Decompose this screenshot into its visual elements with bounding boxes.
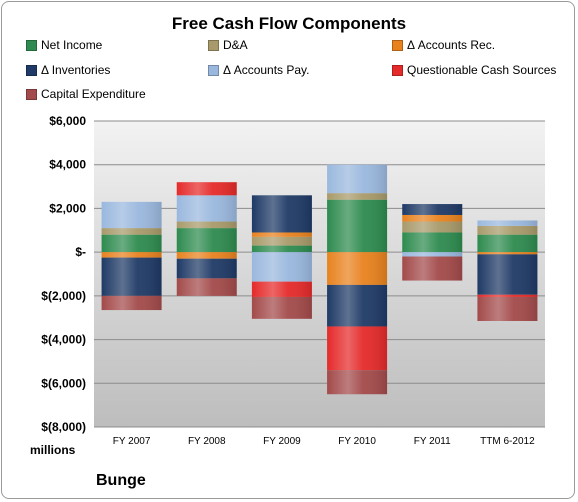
bar-segment-highlight xyxy=(477,234,538,253)
legend-label: Net Income xyxy=(41,38,103,52)
bar-segment-highlight xyxy=(327,252,388,285)
legend-item-net-income: Net Income xyxy=(26,38,102,52)
y-tick-label: $(6,000) xyxy=(41,376,86,390)
bar-segment-highlight xyxy=(176,195,237,222)
x-axis-ticks: FY 2007 FY 2008 FY 2009 FY 2010 FY 2011 TTM 6… xyxy=(113,436,535,447)
bar-segment-highlight xyxy=(251,236,312,246)
bar-stack xyxy=(402,204,463,281)
legend-item-capital-expenditure: Capital Expenditure xyxy=(26,87,146,101)
bar-segment-highlight xyxy=(101,201,162,229)
bar-segment-highlight xyxy=(477,252,538,255)
bar-segment-highlight xyxy=(327,326,388,371)
bar-segment-highlight xyxy=(327,199,388,253)
bar-segment-highlight xyxy=(251,232,312,237)
bar-segment-highlight xyxy=(402,204,463,215)
bar-stack xyxy=(176,182,237,296)
legend-swatch xyxy=(26,64,37,76)
units-label: millions xyxy=(30,443,76,457)
legend-swatch xyxy=(26,88,37,100)
bar-stack xyxy=(101,201,162,311)
bars xyxy=(101,164,538,395)
bar-segment-highlight xyxy=(101,234,162,253)
y-tick-label: $4,000 xyxy=(49,158,86,172)
x-tick-label: FY 2009 xyxy=(263,436,301,447)
bar-segment-highlight xyxy=(251,281,312,297)
bar-segment-highlight xyxy=(402,221,463,233)
bar-segment-highlight xyxy=(477,220,538,226)
legend-label: Δ Accounts Pay. xyxy=(223,63,310,77)
bar-stack xyxy=(251,195,312,319)
legend-item-accounts-pay: Δ Accounts Pay. xyxy=(208,63,310,77)
bar-stack xyxy=(477,220,538,321)
y-tick-label: $(2,000) xyxy=(41,289,86,303)
y-tick-label: $(8,000) xyxy=(41,420,86,434)
legend-swatch xyxy=(392,64,403,76)
legend-label: Δ Accounts Rec. xyxy=(407,38,496,52)
x-tick-label: FY 2010 xyxy=(338,436,376,447)
bar-segment-highlight xyxy=(101,228,162,235)
bar-segment-highlight xyxy=(101,295,162,311)
bar-segment-highlight xyxy=(477,294,538,297)
bar-segment-highlight xyxy=(327,193,388,200)
y-tick-label: $6,000 xyxy=(49,114,86,128)
legend-label: Capital Expenditure xyxy=(41,87,146,101)
bar-segment-highlight xyxy=(402,214,463,222)
legend-swatch xyxy=(26,39,37,51)
legend-label: Δ Inventories xyxy=(41,63,111,77)
bar-segment-highlight xyxy=(251,245,312,253)
bar-segment-highlight xyxy=(251,252,312,282)
legend-item-questionable-cash: Questionable Cash Sources xyxy=(392,63,556,77)
x-tick-label: FY 2011 xyxy=(414,436,451,447)
legend-label: D&A xyxy=(223,38,248,52)
y-tick-label: $(4,000) xyxy=(41,333,86,347)
bar-segment-highlight xyxy=(477,225,538,235)
x-tick-label: FY 2008 xyxy=(188,436,226,447)
bar-segment-highlight xyxy=(176,278,237,296)
bar-segment-highlight xyxy=(176,252,237,259)
legend-swatch xyxy=(392,39,403,51)
bar-segment-highlight xyxy=(402,232,463,253)
bar-segment-highlight xyxy=(327,370,388,395)
y-axis-ticks: $6,000 $4,000 $2,000 $- $(2,000) $(4,000) $(6,… xyxy=(41,114,86,434)
bar-segment-highlight xyxy=(251,296,312,319)
gridlines xyxy=(94,120,545,428)
plot-area xyxy=(94,121,545,427)
company-name: Bunge xyxy=(96,472,146,489)
legend-item-accounts-rec: Δ Accounts Rec. xyxy=(392,38,495,52)
x-tick-label: TTM 6-2012 xyxy=(480,436,535,447)
bar-segment-highlight xyxy=(477,296,538,321)
bar-segment-highlight xyxy=(402,256,463,281)
bar-segment-highlight xyxy=(327,164,388,194)
bar-segment-highlight xyxy=(251,195,312,233)
bar-segment-highlight xyxy=(402,252,463,257)
legend-label: Questionable Cash Sources xyxy=(407,63,557,77)
y-tick-label: $2,000 xyxy=(49,201,86,215)
bar-segment-highlight xyxy=(327,284,388,327)
bar-segment-highlight xyxy=(176,228,237,253)
bar-segment-highlight xyxy=(477,254,538,295)
legend-item-inventories: Δ Inventories xyxy=(26,63,110,77)
legend-swatch xyxy=(208,39,219,51)
bar-segment-highlight xyxy=(176,221,237,229)
y-tick-label: $- xyxy=(75,245,86,259)
bar-segment-highlight xyxy=(101,257,162,296)
bar-segment-highlight xyxy=(176,258,237,279)
bar-segment-highlight xyxy=(176,182,237,196)
bar-segment-highlight xyxy=(101,252,162,258)
x-tick-label: FY 2007 xyxy=(113,436,151,447)
bar-stack xyxy=(327,164,388,395)
legend-swatch xyxy=(208,64,219,76)
chart-title: Free Cash Flow Components xyxy=(171,14,407,33)
legend-item-da: D&A xyxy=(208,38,248,52)
